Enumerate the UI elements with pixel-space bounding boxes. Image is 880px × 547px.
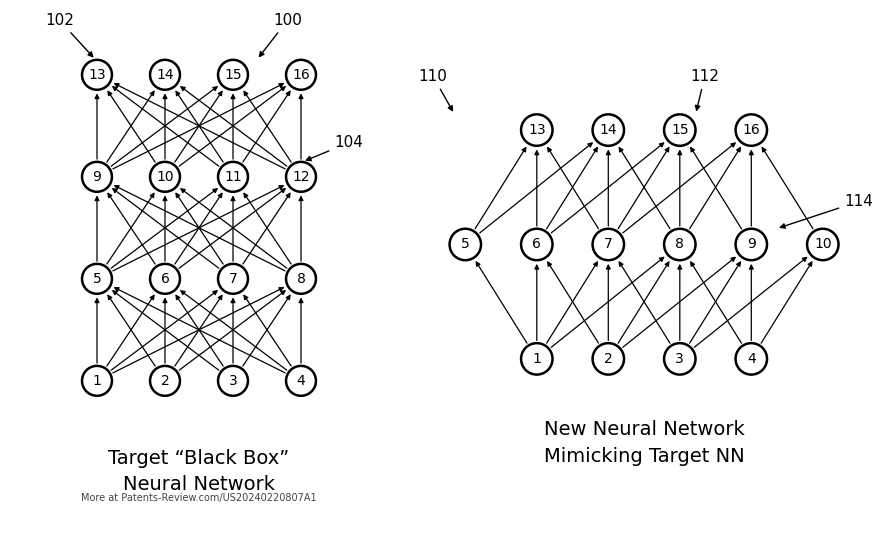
Circle shape [218, 366, 248, 396]
Text: 1: 1 [532, 352, 541, 366]
Circle shape [664, 229, 695, 260]
Circle shape [664, 343, 695, 375]
Circle shape [807, 229, 839, 260]
Circle shape [592, 114, 624, 146]
Text: 15: 15 [671, 123, 689, 137]
Circle shape [218, 60, 248, 90]
Text: 14: 14 [599, 123, 617, 137]
Circle shape [286, 60, 316, 90]
Text: Mimicking Target NN: Mimicking Target NN [544, 447, 744, 466]
Text: 9: 9 [747, 237, 756, 252]
Text: 1: 1 [92, 374, 101, 388]
Circle shape [521, 343, 553, 375]
Text: 104: 104 [306, 135, 363, 161]
Circle shape [736, 343, 767, 375]
Circle shape [150, 60, 180, 90]
Text: 10: 10 [814, 237, 832, 252]
Text: 13: 13 [528, 123, 546, 137]
Text: 114: 114 [781, 194, 873, 228]
Text: 3: 3 [229, 374, 238, 388]
Text: New Neural Network: New Neural Network [544, 420, 744, 439]
Text: 5: 5 [92, 272, 101, 286]
Text: 112: 112 [691, 69, 719, 110]
Text: 11: 11 [224, 170, 242, 184]
Circle shape [592, 229, 624, 260]
Text: 9: 9 [92, 170, 101, 184]
Text: 13: 13 [88, 68, 106, 82]
Circle shape [286, 366, 316, 396]
Circle shape [736, 229, 767, 260]
Text: 6: 6 [532, 237, 541, 252]
Text: Neural Network: Neural Network [123, 475, 275, 494]
Text: 16: 16 [292, 68, 310, 82]
Circle shape [736, 114, 767, 146]
Text: 7: 7 [229, 272, 238, 286]
Text: 2: 2 [161, 374, 169, 388]
Circle shape [82, 60, 112, 90]
Circle shape [450, 229, 481, 260]
Text: 110: 110 [419, 69, 452, 110]
Circle shape [521, 114, 553, 146]
Text: 12: 12 [292, 170, 310, 184]
Circle shape [150, 366, 180, 396]
Circle shape [592, 343, 624, 375]
Circle shape [286, 264, 316, 294]
Text: 16: 16 [743, 123, 760, 137]
Circle shape [82, 162, 112, 192]
Text: 4: 4 [297, 374, 305, 388]
Text: 10: 10 [156, 170, 174, 184]
Circle shape [664, 114, 695, 146]
Text: 100: 100 [260, 13, 302, 56]
Circle shape [218, 264, 248, 294]
Text: 102: 102 [45, 13, 92, 57]
Text: 15: 15 [224, 68, 242, 82]
Text: More at Patents-Review.com/US20240220807A1: More at Patents-Review.com/US20240220807… [81, 493, 317, 503]
Text: 8: 8 [675, 237, 685, 252]
Text: 14: 14 [156, 68, 174, 82]
Circle shape [82, 366, 112, 396]
Text: 4: 4 [747, 352, 756, 366]
Circle shape [150, 162, 180, 192]
Text: 8: 8 [297, 272, 305, 286]
Text: 3: 3 [676, 352, 684, 366]
Circle shape [82, 264, 112, 294]
Text: 5: 5 [461, 237, 470, 252]
Circle shape [286, 162, 316, 192]
Circle shape [521, 229, 553, 260]
Text: 6: 6 [160, 272, 170, 286]
Text: Target “Black Box”: Target “Black Box” [108, 449, 290, 468]
Text: 2: 2 [604, 352, 612, 366]
Circle shape [218, 162, 248, 192]
Text: 7: 7 [604, 237, 612, 252]
Circle shape [150, 264, 180, 294]
